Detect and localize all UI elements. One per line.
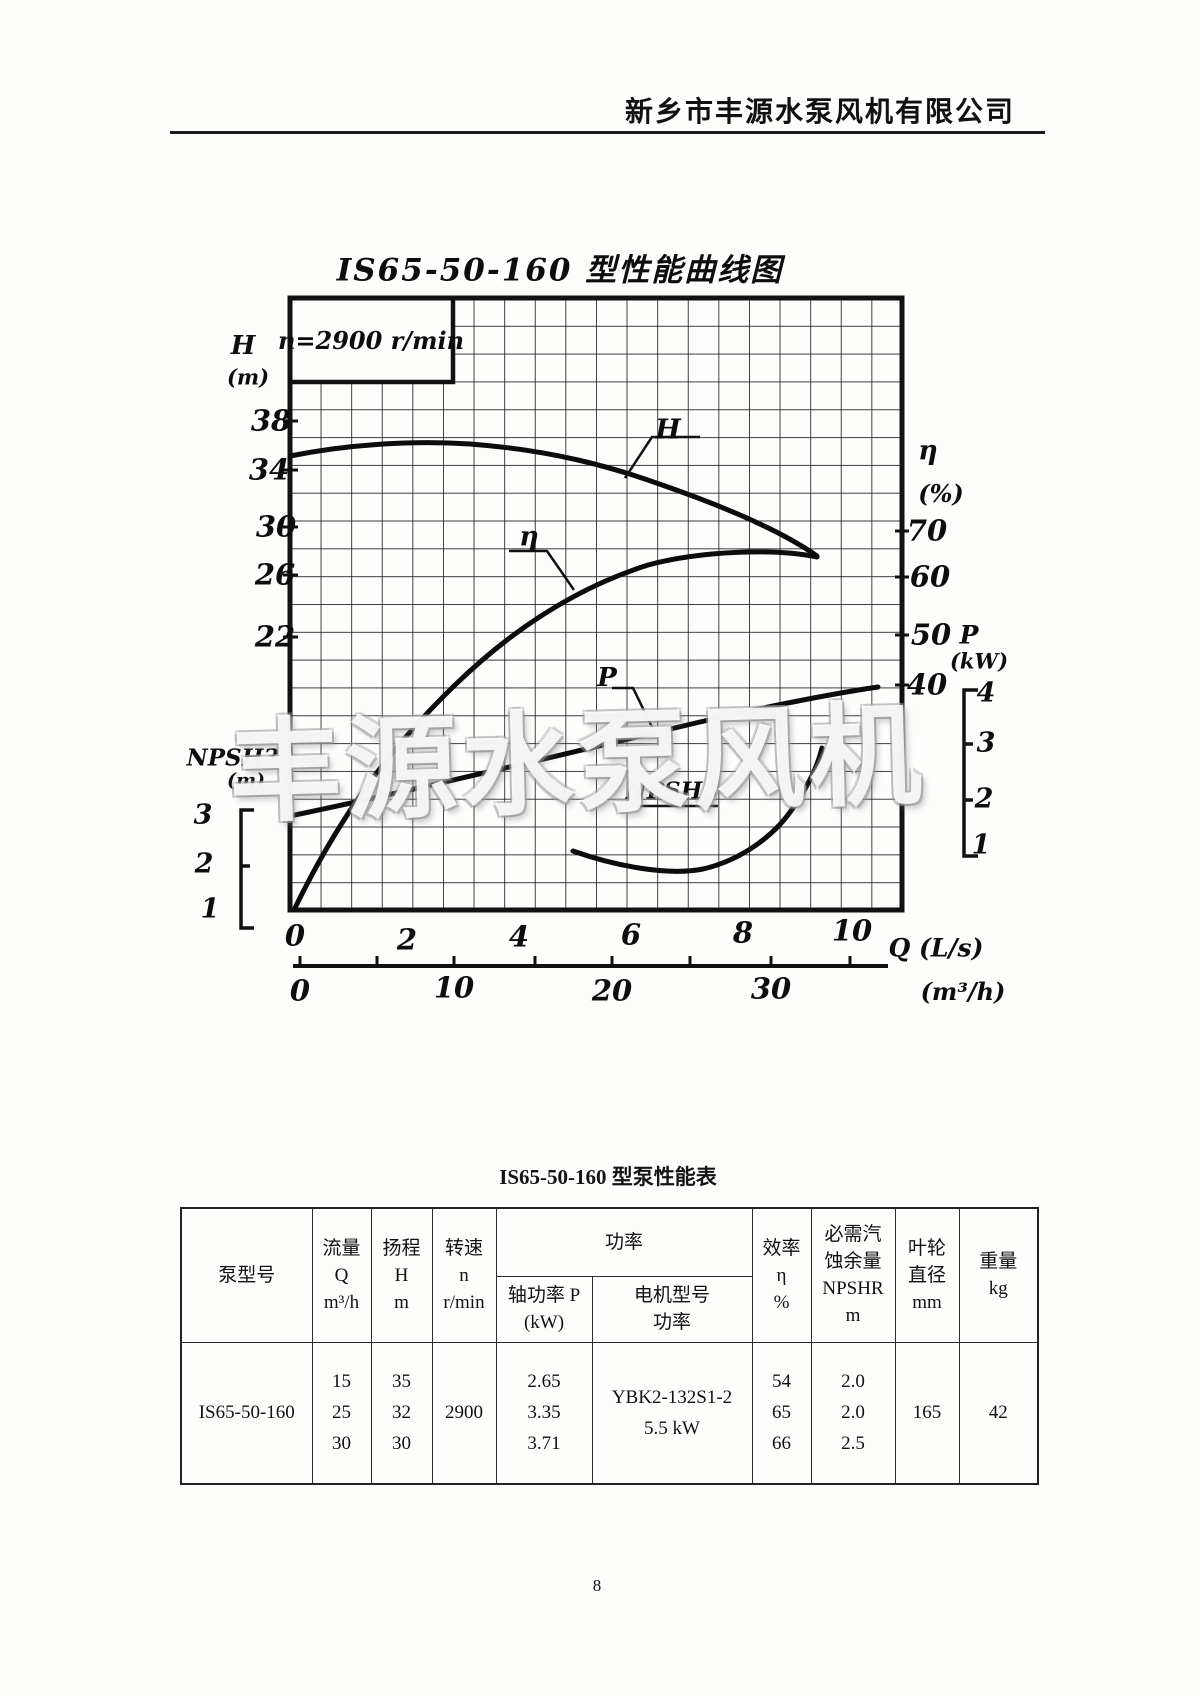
x-axis-tick: 0 [284,918,306,953]
p-axis-label: P [959,620,979,650]
h-axis-tick: 26 [254,557,296,592]
curve-label-head: H [655,414,681,446]
p-axis-tick: 1 [971,829,991,861]
cell-head: 35 32 30 [370,1341,433,1485]
curve-label-leaders [509,435,718,808]
x2-axis-tick: 10 [433,970,475,1005]
curve-power [287,684,881,819]
x2-axis-tick: 30 [750,971,792,1006]
npsh-axis-label: NPSH3 [186,744,280,772]
col-header-motor: 电机型号 功率 [591,1275,753,1343]
cell-weight: 42 [958,1341,1039,1485]
header-rule [170,131,1045,134]
x-axis-tick: 10 [831,913,873,948]
h-axis-label: H [230,331,256,361]
x-axis-tick: 6 [620,917,642,952]
h-axis-tick: 38 [250,403,292,438]
col-header-shaft-power: 轴功率 P (kW) [495,1275,593,1343]
npsh-axis-unit: (m) [226,769,266,792]
x-axis-unit-ls: Q (L/s) [888,933,984,963]
x2-axis-unit: (m³/h) [920,977,1006,1006]
npsh-axis-tick: 3 [193,799,213,831]
x-axis-tick: 4 [508,919,530,954]
col-header-flow: 流量 Q m³/h [311,1207,372,1343]
h-axis-tick: 34 [248,452,290,487]
performance-table: 泵型号 流量 Q m³/h 扬程 H m 转速 n r/min 功率 效率 [180,1207,1040,1485]
cell-flow: 15 25 30 [311,1341,372,1485]
cell-shaft-power: 2.65 3.35 3.71 [495,1341,593,1485]
h-axis-tick: 30 [255,509,297,544]
col-header-model: 泵型号 [180,1207,313,1343]
cell-model: IS65-50-160 [180,1341,313,1485]
x2-axis-tick: 0 [289,973,311,1008]
table-row: IS65-50-160 15 25 30 35 32 30 2900 2.65 … [180,1341,1039,1485]
col-header-impeller: 叶轮 直径 mm [894,1207,960,1343]
x-axis-tick: 2 [396,922,418,957]
company-header: 新乡市丰源水泵风机有限公司 [624,96,1015,127]
cell-efficiency: 54 65 66 [751,1341,812,1485]
p-axis-tick: 4 [976,677,996,709]
col-header-weight: 重量 kg [958,1207,1039,1343]
axis-tick-marks [283,419,909,687]
chart-title: IS65-50-160 型性能曲线图 [336,252,784,289]
cell-npshr: 2.0 2.0 2.5 [810,1341,896,1485]
col-header-efficiency: 效率 η % [751,1207,812,1343]
curve-label-power: P [597,663,617,693]
col-header-speed: 转速 n r/min [431,1207,497,1343]
h-axis-tick: 22 [254,619,296,654]
curve-label-npsh: NPSH3 [625,777,719,805]
h-axis-unit: (m) [226,364,270,390]
eta-axis-tick: 50 [910,617,952,652]
col-header-head: 扬程 H m [370,1207,433,1343]
watermark-text: 丰源水泵风机 [227,689,927,839]
npsh-bracket-axis [239,808,254,930]
eta-axis-tick: 70 [906,513,948,548]
speed-note: n=2900 r/min [277,326,465,355]
col-header-power-group: 功率 [495,1207,753,1277]
curve-npsh [570,745,825,874]
chart-grid [287,295,905,913]
page-number: 8 [592,1576,602,1595]
curve-label-efficiency: η [519,521,539,553]
secondary-x-axis [293,956,888,968]
npsh-axis-tick: 1 [200,893,220,925]
eta-axis-unit: (%) [918,479,964,508]
curve-efficiency [291,549,820,913]
x2-axis-tick: 20 [591,973,633,1008]
x-axis-tick: 8 [732,915,754,950]
eta-axis-tick: 60 [909,559,951,594]
cell-motor: YBK2-132S1-2 5.5 kW [591,1341,753,1485]
npsh-axis-tick: 2 [194,848,214,880]
eta-axis-label: η [918,435,938,467]
p-axis-unit: (kW) [949,648,1009,674]
col-header-npshr: 必需汽 蚀余量 NPSHR m [810,1207,896,1343]
cell-speed: 2900 [431,1341,497,1485]
p-axis-tick: 2 [974,783,994,815]
p-axis-tick: 3 [976,727,996,759]
table-title: IS65-50-160 型泵性能表 [499,1165,717,1189]
cell-impeller: 165 [894,1341,960,1485]
eta-axis-tick: 40 [906,667,948,702]
curve-head [287,440,820,559]
